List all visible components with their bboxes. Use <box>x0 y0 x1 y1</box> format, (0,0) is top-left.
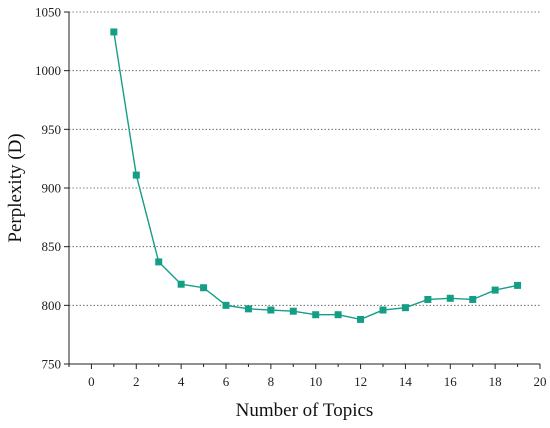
x-tick-label: 10 <box>309 374 322 389</box>
data-point-marker <box>222 301 230 309</box>
data-point-marker <box>491 286 499 294</box>
data-point-marker <box>267 306 275 314</box>
data-point-marker <box>200 284 208 292</box>
y-tick-label: 750 <box>42 357 62 372</box>
data-point-marker <box>289 307 297 315</box>
x-tick-label: 4 <box>178 374 185 389</box>
x-tick-label: 14 <box>399 374 413 389</box>
grid-lines <box>69 11 540 306</box>
data-point-marker <box>334 311 342 319</box>
data-point-marker <box>110 28 118 36</box>
data-point-marker <box>469 295 477 303</box>
x-tick-label: 18 <box>489 374 502 389</box>
x-tick-label: 8 <box>268 374 275 389</box>
x-tick-label: 16 <box>444 374 458 389</box>
data-point-marker <box>379 306 387 314</box>
x-tick-label: 12 <box>354 374 367 389</box>
x-axis-ticks: 0 2 4 6 8 10 12 14 16 18 20 <box>68 364 547 389</box>
y-tick-label: 1000 <box>35 63 61 78</box>
y-tick-label: 950 <box>42 122 62 137</box>
x-tick-label: 20 <box>534 374 547 389</box>
data-point-marker <box>401 304 409 312</box>
data-point-marker <box>132 171 140 179</box>
data-point-marker <box>312 311 320 319</box>
data-point-marker <box>177 280 185 288</box>
data-point-marker <box>155 258 163 266</box>
data-point-marker <box>244 305 252 313</box>
data-point-marker <box>514 281 522 289</box>
data-point-marker <box>424 295 432 303</box>
y-tick-label: 900 <box>42 181 62 196</box>
y-tick-label: 1050 <box>35 5 61 20</box>
y-tick-label: 800 <box>42 298 62 313</box>
data-point-marker <box>446 294 454 302</box>
x-tick-label: 6 <box>223 374 230 389</box>
data-point-marker <box>357 315 365 323</box>
series-group <box>110 28 522 323</box>
y-tick-label: 850 <box>42 239 62 254</box>
series-line <box>113 31 518 321</box>
x-tick-label: 2 <box>133 374 140 389</box>
y-axis-ticks: 750 800 850 900 950 1000 1050 <box>35 5 69 372</box>
x-axis-title: Number of Topics <box>236 400 374 421</box>
y-axis-title: Perplexity (D) <box>5 133 26 242</box>
x-tick-label: 0 <box>88 374 95 389</box>
